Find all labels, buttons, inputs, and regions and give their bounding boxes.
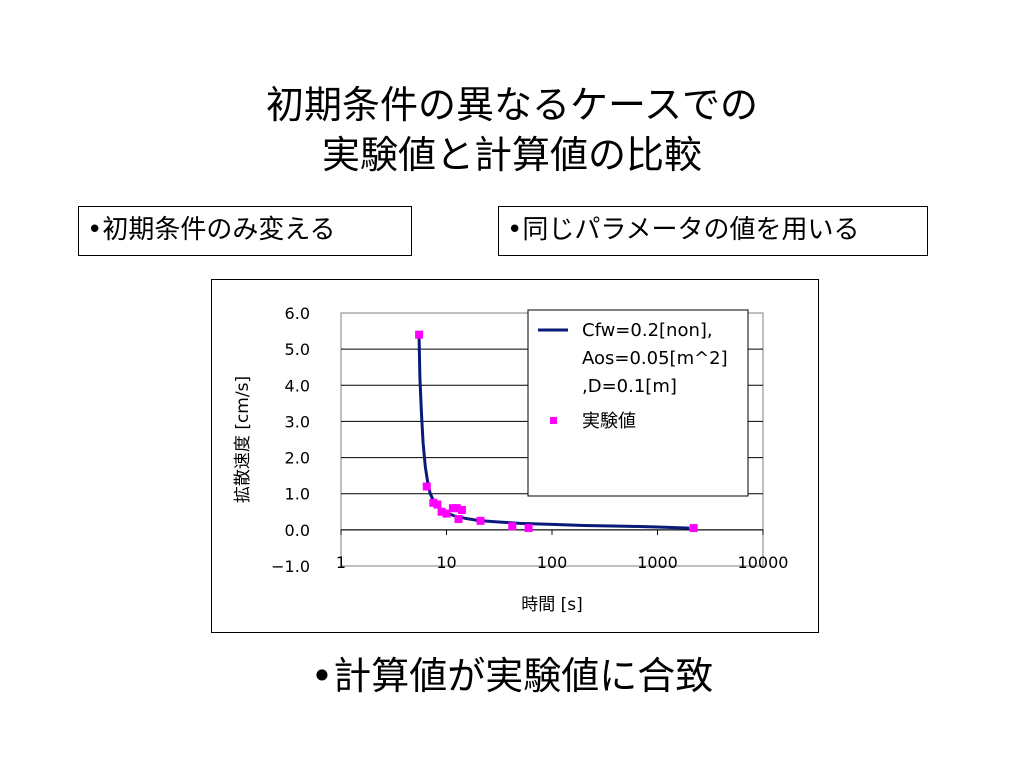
- x-tick-label: 1: [336, 553, 346, 572]
- data-point-experimental: [415, 330, 424, 339]
- x-tick-label: 100: [537, 553, 568, 572]
- data-point-experimental: [454, 515, 463, 524]
- legend-label-calculated: Cfw=0.2[non],: [582, 320, 713, 341]
- y-axis-title: 拡散速度 [cm/s]: [233, 376, 253, 503]
- legend-label-calculated: Aos=0.05[m^2]: [582, 348, 728, 369]
- data-point-experimental: [437, 507, 446, 516]
- conclusion-bullet: •計算値が実験値に合致: [310, 654, 714, 698]
- y-tick-label: 1.0: [285, 485, 310, 504]
- data-point-experimental: [689, 524, 698, 533]
- data-point-experimental: [457, 505, 466, 514]
- x-tick-label: 1000: [637, 553, 678, 572]
- data-point-experimental: [442, 509, 451, 518]
- y-tick-label: 2.0: [285, 449, 310, 468]
- legend-label-experimental: 実験値: [582, 411, 636, 432]
- data-point-experimental: [524, 524, 533, 533]
- y-tick-label: 0.0: [285, 521, 310, 540]
- data-point-experimental: [508, 522, 517, 531]
- x-axis-title: 時間 [s]: [521, 595, 583, 615]
- slide-title: 初期条件の異なるケースでの 実験値と計算値の比較: [0, 80, 1024, 180]
- diffusion-speed-chart: 6.0 5.0 4.0 3.0 2.0 1.0 0.0 −1.0 1 10 100 1000 10000…: [233, 304, 789, 615]
- data-point-experimental: [476, 516, 485, 525]
- legend-marker-swatch: [550, 417, 557, 424]
- data-point-experimental: [422, 482, 431, 491]
- y-tick-label: 3.0: [285, 412, 310, 431]
- y-tick-label: −1.0: [271, 557, 310, 576]
- bullet-box-initial-conditions: •初期条件のみ変える: [78, 206, 412, 256]
- data-point-experimental: [433, 500, 442, 509]
- bullet-box-same-parameters: •同じパラメータの値を用いる: [498, 206, 928, 256]
- y-tick-label: 6.0: [285, 304, 310, 323]
- x-tick-label: 10: [436, 553, 456, 572]
- data-point-experimental: [452, 504, 461, 513]
- x-tick-label: 10000: [738, 553, 789, 572]
- legend-box: [527, 309, 749, 497]
- y-tick-label: 4.0: [285, 376, 310, 395]
- chart-frame: 6.0 5.0 4.0 3.0 2.0 1.0 0.0 −1.0 1 10 100 1000 10000…: [211, 279, 819, 633]
- slide-title-line-1: 初期条件の異なるケースでの: [265, 83, 759, 127]
- slide-title-line-2: 実験値と計算値の比較: [321, 133, 702, 177]
- legend-label-calculated: ,D=0.1[m]: [582, 376, 677, 397]
- y-tick-label: 5.0: [285, 340, 310, 359]
- data-point-experimental: [429, 498, 438, 507]
